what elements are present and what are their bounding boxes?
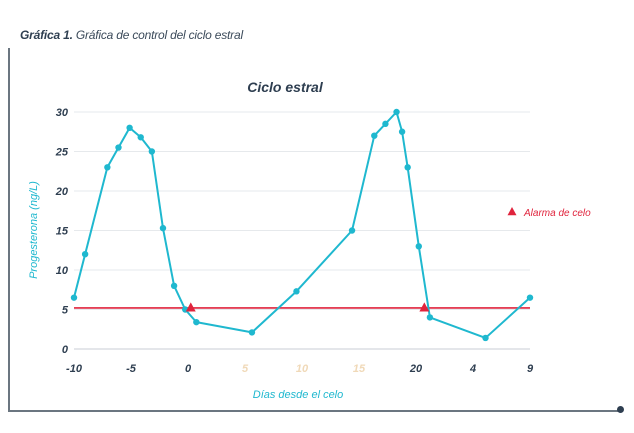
data-point <box>126 124 133 131</box>
data-point <box>482 334 489 342</box>
alarm-marker <box>185 302 196 312</box>
y-tick-label: 20 <box>55 186 69 198</box>
data-point <box>248 329 256 336</box>
x-tick-label: 4 <box>469 363 476 375</box>
frame-bottom-border <box>8 410 622 412</box>
alarm-marker <box>419 302 430 312</box>
frame-left-border <box>8 48 10 412</box>
data-point <box>81 251 89 258</box>
legend-marker <box>507 207 517 216</box>
legend-label: Alarma de celo <box>523 208 591 219</box>
x-tick-label: 9 <box>527 363 534 375</box>
frame-corner-dot <box>617 406 624 413</box>
data-point <box>159 224 167 232</box>
data-point <box>382 120 389 128</box>
data-point <box>348 227 356 234</box>
data-point <box>404 164 411 171</box>
figure-caption: Gráfica 1. Gráfica de control del ciclo … <box>20 28 243 42</box>
y-tick-label: 10 <box>56 265 69 277</box>
data-point <box>415 243 422 250</box>
x-tick-label: -5 <box>126 363 137 375</box>
data-point <box>115 144 122 151</box>
data-point <box>426 314 434 321</box>
x-tick-label: -10 <box>66 363 83 375</box>
gridlines <box>74 111 530 350</box>
series-line <box>73 111 531 339</box>
data-point <box>398 128 406 135</box>
data-point <box>526 294 534 301</box>
data-point <box>193 318 200 326</box>
data-point <box>148 148 156 155</box>
data-point <box>371 132 378 139</box>
data-point <box>293 288 300 295</box>
legend: Alarma de celo <box>507 207 591 219</box>
y-tick-labels: 0 5 10 15 20 25 30 <box>55 107 69 356</box>
x-tick-label: 20 <box>409 363 423 375</box>
x-tick-label: 15 <box>353 363 366 375</box>
y-tick-label: 0 <box>62 344 69 356</box>
figure-caption-label: Gráfica 1. <box>20 28 73 42</box>
chart-title: Ciclo estral <box>247 79 324 95</box>
x-tick-labels: -10 -5 0 5 10 15 20 4 9 <box>66 363 534 375</box>
y-tick-label: 15 <box>56 226 69 238</box>
data-point <box>70 294 78 301</box>
data-points <box>70 108 534 342</box>
y-tick-label: 5 <box>62 305 69 317</box>
figure-caption-text: Gráfica de control del ciclo estral <box>75 28 243 42</box>
data-point <box>137 134 144 141</box>
y-tick-label: 25 <box>55 147 69 159</box>
y-tick-label: 30 <box>56 107 69 119</box>
x-tick-label: 5 <box>242 363 249 375</box>
data-point <box>104 164 111 171</box>
alarm-markers <box>185 302 430 312</box>
data-point <box>393 108 400 116</box>
x-tick-label: 0 <box>185 363 192 375</box>
x-axis-label: Días desde el celo <box>253 389 344 401</box>
data-point <box>170 282 178 289</box>
x-tick-label: 10 <box>296 363 309 375</box>
y-axis-label: Progesterona (ng/L) <box>28 181 40 279</box>
